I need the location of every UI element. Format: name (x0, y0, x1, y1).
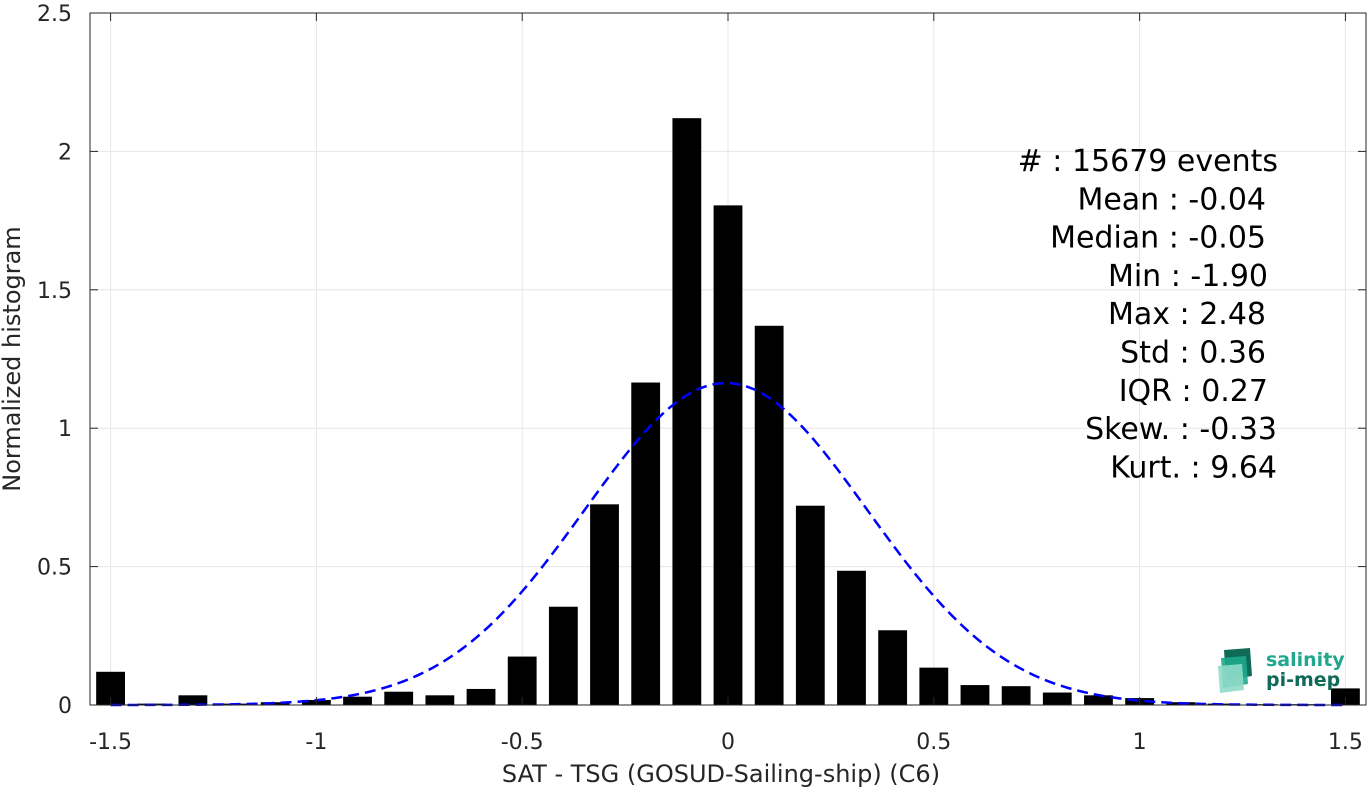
y-tick-label: 2 (58, 140, 72, 165)
wave-logo-icon (1218, 648, 1252, 693)
histogram-bar (1084, 695, 1113, 705)
x-tick-label: 1 (1133, 730, 1147, 755)
stat-line: Median : -0.05 (1050, 221, 1266, 256)
y-tick-label: 0.5 (37, 556, 72, 581)
histogram-bar (713, 205, 743, 705)
histogram-bar (466, 688, 496, 705)
histogram-bar (178, 695, 208, 705)
histogram-bar (425, 695, 455, 705)
x-tick-label: -1 (305, 730, 327, 755)
histogram-bar (260, 702, 290, 705)
logo-line-1: salinity (1266, 649, 1345, 671)
x-tick-label: 0 (721, 730, 735, 755)
stat-line: Mean : -0.04 (1077, 182, 1266, 217)
x-axis-label: SAT - TSG (GOSUD-Sailing-ship) (C6) (502, 760, 940, 787)
stat-line: Max : 2.48 (1108, 297, 1266, 332)
histogram-bar (384, 691, 414, 705)
y-tick-label: 1 (58, 417, 72, 442)
x-tick-label: -0.5 (501, 730, 544, 755)
bar-series (96, 118, 1360, 705)
logo-line-2: pi-mep (1266, 669, 1341, 691)
histogram-bar (878, 630, 908, 705)
x-tick-label: 0.5 (916, 730, 951, 755)
stat-line: Kurt. : 9.64 (1110, 450, 1277, 485)
y-tick-label: 0 (58, 694, 72, 719)
histogram-bar (960, 685, 990, 705)
x-tick-label: -1.5 (89, 730, 132, 755)
histogram-bar (343, 696, 372, 705)
stat-line: Std : 0.36 (1120, 336, 1266, 371)
salinity-pi-mep-logo: salinity pi-mep (1216, 646, 1346, 694)
histogram-bar (1331, 688, 1360, 705)
histogram-bar (754, 325, 784, 705)
stat-line: IQR : 0.27 (1119, 374, 1268, 409)
x-tick-labels: -1.5 -1 -0.5 0 0.5 1 1.5 (89, 730, 1363, 755)
histogram-bar (1042, 692, 1072, 705)
y-tick-label: 2.5 (37, 2, 72, 27)
stat-line: # : 15679 events (1018, 144, 1278, 179)
histogram-bar (837, 570, 866, 705)
x-tick-label: 1.5 (1328, 730, 1363, 755)
histogram-bar (1001, 686, 1031, 705)
histogram-bar (507, 656, 537, 705)
y-tick-labels: 0 0.5 1 1.5 2 2.5 (37, 2, 72, 719)
stat-line: Skew. : -0.33 (1085, 412, 1277, 447)
y-axis-label: Normalized histogram (0, 226, 26, 491)
histogram-bar (631, 382, 661, 705)
histogram-bar (590, 504, 619, 705)
histogram-bar (548, 606, 578, 705)
axes (89, 12, 1367, 706)
stat-line: Min : -1.90 (1108, 259, 1268, 294)
y-tick-label: 1.5 (37, 279, 72, 304)
histogram-bar (672, 118, 702, 705)
histogram-bar (795, 505, 825, 705)
